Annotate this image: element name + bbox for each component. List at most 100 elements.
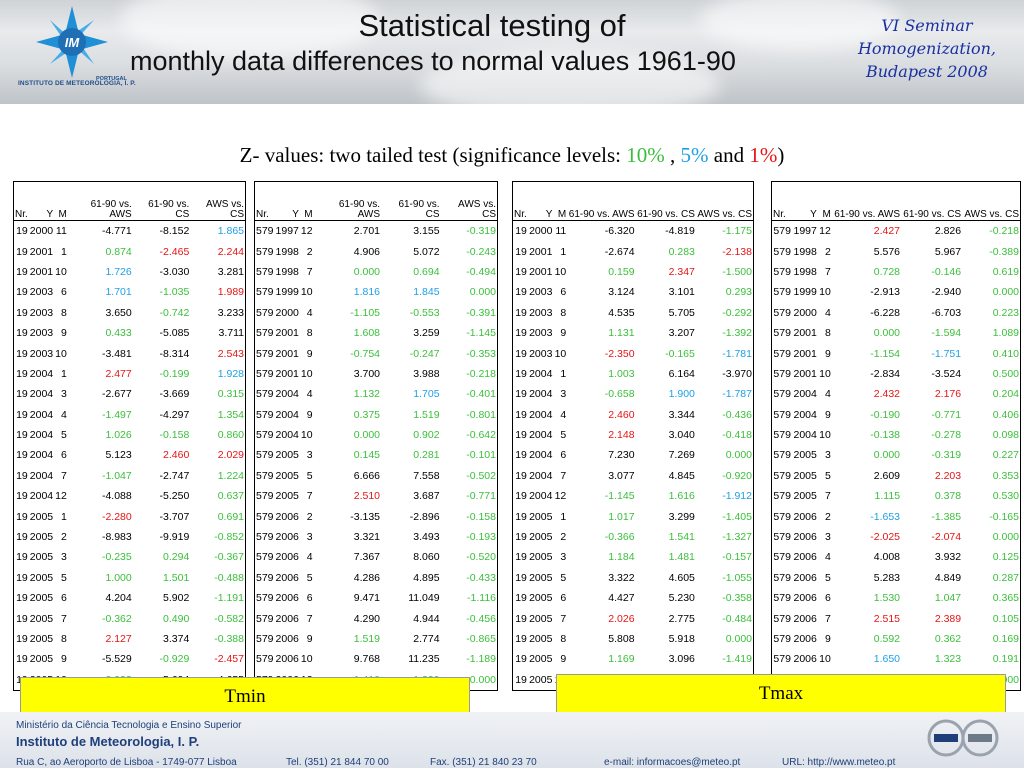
table-row: 19 2005 6 4.204 5.902 -1.191 bbox=[14, 588, 246, 608]
z-value-aws: 1.017 bbox=[608, 510, 635, 523]
z-value-aws-cs: 0.000 bbox=[725, 633, 752, 645]
z-value-aws: 2.127 bbox=[105, 633, 132, 645]
table-row: 19 2004 3 -0.658 1.900 -1.787 bbox=[513, 384, 754, 404]
header-banner: IM PORTUGAL INSTITUTO DE METEOROLOGIA, I… bbox=[0, 0, 1024, 104]
footer-address: Rua C, ao Aeroporto de Lisboa - 1749-077… bbox=[16, 757, 237, 768]
footer-email[interactable]: e-mail: informacoes@meteo.pt bbox=[604, 757, 741, 768]
month-cell: 9 bbox=[60, 653, 67, 666]
z-value-cs: 2.826 bbox=[934, 225, 962, 238]
station-number: 579 bbox=[773, 327, 791, 340]
z-value-aws-cs: -0.389 bbox=[989, 245, 1019, 258]
z-value-aws: 9.471 bbox=[353, 592, 381, 605]
table-row: 19 2004 5 2.148 3.040 -0.418 bbox=[513, 425, 754, 445]
month-cell: 8 bbox=[306, 327, 313, 340]
table-row: 19 2001 10 1.726 -3.030 3.281 bbox=[14, 262, 246, 282]
table-row: 19 2005 3 1.184 1.481 -0.157 bbox=[513, 547, 754, 567]
z-value-aws-cs: 0.860 bbox=[217, 429, 244, 442]
z-value-cs: -0.319 bbox=[931, 449, 962, 462]
z-value-aws-cs: -0.193 bbox=[466, 531, 496, 544]
z-value-aws-cs: -0.418 bbox=[722, 429, 752, 442]
z-value-aws-cs: 0.000 bbox=[725, 449, 752, 462]
table-row: 579 2001 9 -0.754 -0.247 -0.353 bbox=[255, 343, 498, 363]
z-value-cs: 4.845 bbox=[668, 469, 695, 482]
table-row: 19 2003 9 0.433 -5.085 3.711 bbox=[14, 323, 246, 343]
station-number: 579 bbox=[256, 306, 274, 319]
z-value-aws-cs: 0.287 bbox=[992, 571, 1019, 584]
col-header-nr: Nr. bbox=[13, 181, 29, 221]
year-cell: 2006 bbox=[793, 510, 817, 523]
z-value-aws: -4.771 bbox=[101, 225, 132, 238]
year-cell: 2004 bbox=[529, 408, 553, 421]
z-value-aws: 2.148 bbox=[608, 429, 635, 442]
station-number: 19 bbox=[515, 469, 527, 482]
table-row: 19 2005 9 -5.529 -0.929 -2.457 bbox=[14, 649, 246, 669]
z-value-cs: -1.751 bbox=[931, 347, 962, 360]
month-cell: 4 bbox=[824, 306, 831, 319]
col-header-6190-aws: 61-90 vs. AWS bbox=[567, 181, 636, 221]
z-value-aws: 1.131 bbox=[608, 327, 635, 340]
z-value-aws-cs: -1.327 bbox=[722, 531, 752, 544]
z-value-aws-cs: -0.319 bbox=[466, 225, 496, 238]
station-number: 19 bbox=[16, 551, 28, 564]
station-number: 579 bbox=[256, 408, 274, 421]
station-number: 579 bbox=[256, 531, 274, 544]
year-cell: 2004 bbox=[275, 429, 299, 442]
z-value-cs: 0.294 bbox=[163, 551, 190, 564]
station-number: 579 bbox=[256, 633, 274, 645]
z-value-aws-cs: 2.244 bbox=[217, 245, 244, 258]
table-row: 19 2004 12 -4.088 -5.250 0.637 bbox=[14, 486, 246, 506]
table-row: 19 2001 10 0.159 2.347 -1.500 bbox=[513, 262, 754, 282]
table-row: 19 2001 1 0.874 -2.465 2.244 bbox=[14, 241, 246, 261]
month-cell: 8 bbox=[60, 633, 67, 645]
z-value-cs: 5.230 bbox=[668, 592, 695, 605]
z-value-aws: 3.700 bbox=[353, 367, 381, 380]
month-cell: 4 bbox=[824, 551, 831, 564]
station-number: 579 bbox=[773, 551, 791, 564]
z-value-aws: 2.460 bbox=[608, 408, 635, 421]
station-number: 579 bbox=[256, 388, 274, 401]
month-cell: 10 bbox=[55, 265, 67, 278]
year-cell: 2004 bbox=[29, 408, 54, 421]
z-value-aws: -1.105 bbox=[350, 306, 381, 319]
year-cell: 2001 bbox=[793, 367, 817, 380]
month-cell: 5 bbox=[306, 571, 313, 584]
z-value-cs: -4.819 bbox=[665, 225, 695, 238]
footer-url[interactable]: URL: http://www.meteo.pt bbox=[782, 757, 896, 768]
z-value-cs: 1.323 bbox=[934, 653, 962, 666]
z-value-aws-cs: -2.138 bbox=[722, 245, 752, 258]
table-row: 19 2003 8 3.650 -0.742 3.233 bbox=[14, 303, 246, 323]
z-value-aws: -2.280 bbox=[101, 510, 132, 523]
z-value-aws: 9.768 bbox=[353, 653, 381, 666]
z-value-aws: 5.808 bbox=[608, 633, 635, 645]
table-row: 19 2000 11 -4.771 -8.152 1.865 bbox=[14, 221, 246, 242]
table-row: 579 2006 9 1.519 2.774 -0.865 bbox=[255, 629, 498, 649]
z-value-aws-cs: 1.224 bbox=[217, 469, 244, 482]
z-value-aws: 3.321 bbox=[353, 531, 381, 544]
station-number: 19 bbox=[515, 327, 527, 340]
month-cell: 2 bbox=[306, 510, 313, 523]
year-cell: 2005 bbox=[529, 673, 553, 686]
year-cell: 2004 bbox=[29, 367, 54, 380]
z-value-cs: 3.988 bbox=[413, 367, 440, 380]
z-value-aws-cs: -0.367 bbox=[214, 551, 244, 564]
z-value-aws: -4.088 bbox=[101, 490, 132, 503]
table-row: 579 2000 4 -1.105 -0.553 -0.391 bbox=[255, 303, 498, 323]
z-value-cs: -0.247 bbox=[409, 347, 440, 360]
table-row: 19 2001 1 -2.674 0.283 -2.138 bbox=[513, 241, 754, 261]
month-cell: 7 bbox=[824, 265, 831, 278]
station-number: 579 bbox=[773, 653, 791, 666]
table-row: 579 2001 8 1.608 3.259 -1.145 bbox=[255, 323, 498, 343]
year-cell: 2004 bbox=[529, 469, 553, 482]
month-cell: 4 bbox=[560, 408, 567, 421]
z-value-cs: 3.101 bbox=[668, 286, 695, 299]
z-value-aws: -0.658 bbox=[604, 388, 635, 401]
year-cell: 2006 bbox=[793, 633, 817, 645]
z-value-cs: 1.900 bbox=[668, 388, 695, 401]
z-value-aws: -8.983 bbox=[101, 531, 132, 544]
table-row: 579 2004 9 -0.190 -0.771 0.406 bbox=[772, 405, 1021, 425]
col-header-year: Y bbox=[274, 181, 300, 221]
z-value-aws-cs: 0.105 bbox=[992, 612, 1019, 625]
year-cell: 2001 bbox=[793, 327, 817, 340]
station-number: 579 bbox=[773, 347, 791, 360]
table-row: 19 2005 3 -0.235 0.294 -0.367 bbox=[14, 547, 246, 567]
